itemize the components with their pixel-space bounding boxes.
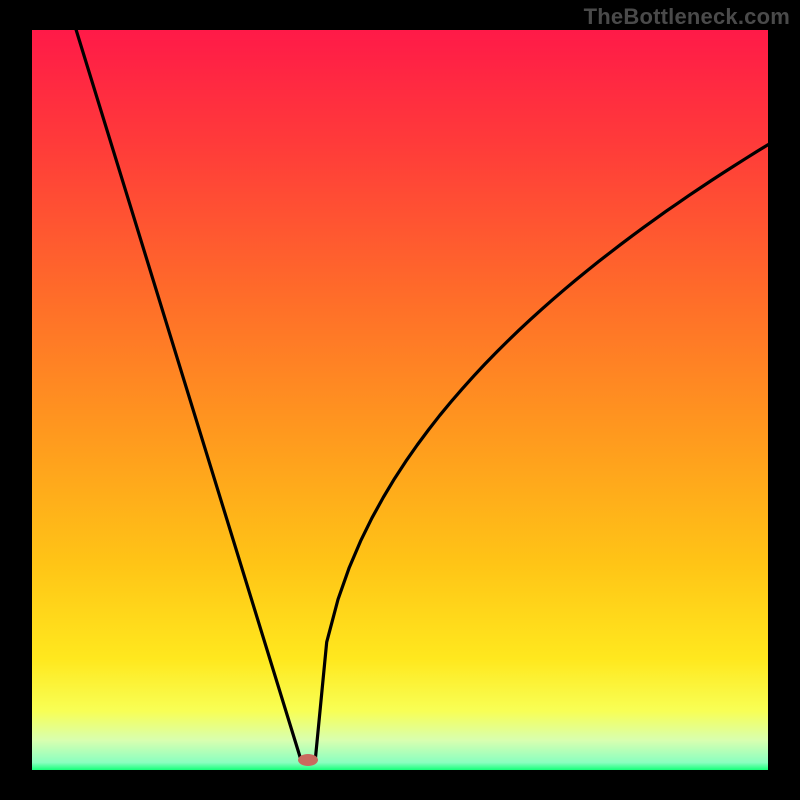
plot-gradient-area xyxy=(32,30,768,770)
optimum-marker xyxy=(298,754,318,766)
bottleneck-curve-svg xyxy=(32,30,768,770)
bottleneck-curve-path xyxy=(76,30,768,761)
watermark-text: TheBottleneck.com xyxy=(584,4,790,30)
chart-frame: TheBottleneck.com xyxy=(0,0,800,800)
